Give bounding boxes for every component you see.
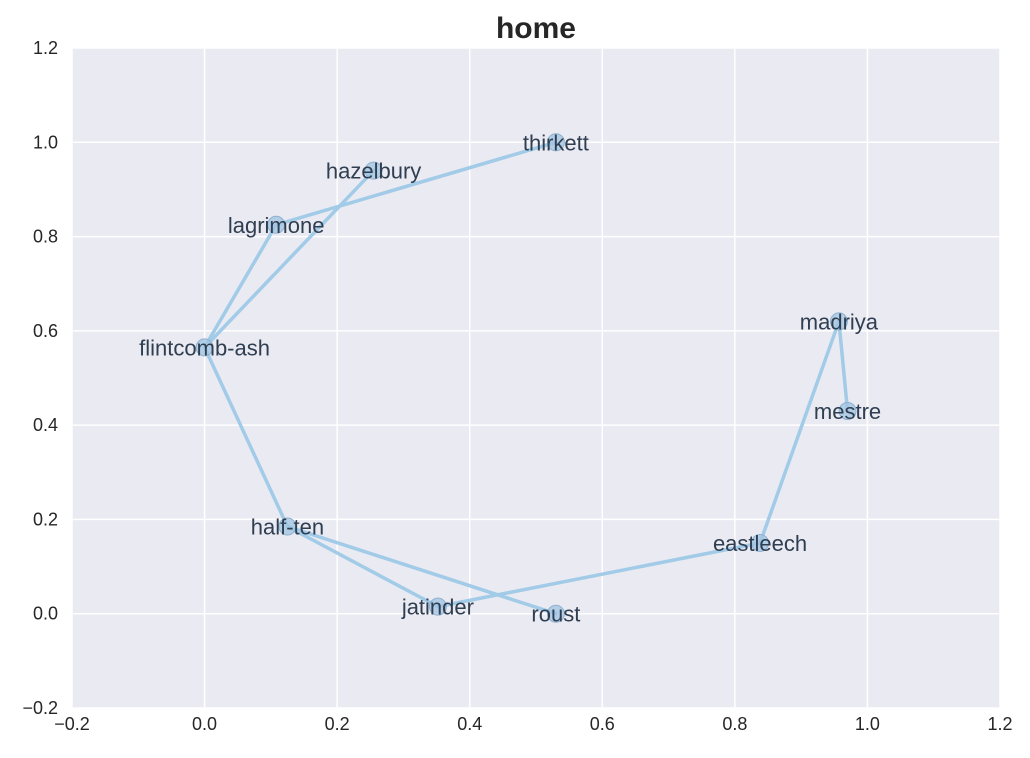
- node-label: roust: [531, 602, 580, 627]
- node-label: hazelbury: [326, 159, 421, 184]
- node-label: mestre: [814, 399, 881, 424]
- node-point: [267, 215, 286, 234]
- x-tick-label: 0.0: [192, 714, 217, 734]
- node-label: flintcomb-ash: [139, 335, 270, 360]
- y-tick-label: 1.0: [33, 132, 58, 152]
- chart-title: home: [496, 12, 576, 45]
- y-tick-label: 0.6: [33, 321, 58, 341]
- node-label: thirkett: [523, 130, 589, 155]
- edge-line: [758, 319, 841, 545]
- x-tick-label: 0.6: [590, 714, 615, 734]
- node-label: lagrimone: [228, 213, 325, 238]
- node-point: [829, 312, 848, 331]
- node-point: [278, 517, 297, 536]
- edge-line: [202, 168, 376, 350]
- node-point: [546, 604, 565, 623]
- edge-line: [436, 541, 762, 609]
- node-point: [364, 161, 383, 180]
- node-label: jatinder: [401, 595, 474, 620]
- y-tick-label: 0.2: [33, 509, 58, 529]
- edges-layer: [202, 140, 850, 616]
- y-tick-label: 0.8: [33, 227, 58, 247]
- nodes-layer: [195, 133, 857, 623]
- edge-line: [285, 524, 440, 609]
- node-label: eastleech: [713, 531, 807, 556]
- node-point: [546, 133, 565, 152]
- node-point: [428, 597, 447, 616]
- y-tick-label: 1.2: [33, 38, 58, 58]
- edge-line: [202, 223, 278, 350]
- x-tick-label: 0.8: [722, 714, 747, 734]
- edge-line: [837, 319, 850, 413]
- node-label: madriya: [800, 309, 879, 334]
- y-axis-ticks: −0.2 0.0 0.2 0.4 0.6 0.8 1.0 1.2: [22, 38, 58, 718]
- y-tick-label: −0.2: [22, 698, 58, 718]
- x-tick-label: −0.2: [54, 714, 90, 734]
- edge-line: [274, 140, 558, 227]
- y-tick-label: 0.4: [33, 415, 58, 435]
- edge-line: [202, 345, 290, 529]
- node-point: [838, 402, 857, 420]
- node-label: half-ten: [251, 515, 324, 540]
- node-labels-layer: thirkett hazelbury lagrimone flintcomb-ash h…: [139, 130, 881, 626]
- y-tick-label: 0.0: [33, 604, 58, 624]
- edge-line: [285, 524, 558, 616]
- node-point: [195, 338, 214, 357]
- x-tick-label: 1.2: [987, 714, 1012, 734]
- x-tick-label: 0.4: [457, 714, 482, 734]
- x-tick-label: 1.0: [855, 714, 880, 734]
- grid-lines: [71, 47, 1001, 709]
- x-tick-label: 0.2: [325, 714, 350, 734]
- x-axis-ticks: −0.2 0.0 0.2 0.4 0.6 0.8 1.0 1.2: [54, 714, 1012, 734]
- node-point: [751, 534, 770, 552]
